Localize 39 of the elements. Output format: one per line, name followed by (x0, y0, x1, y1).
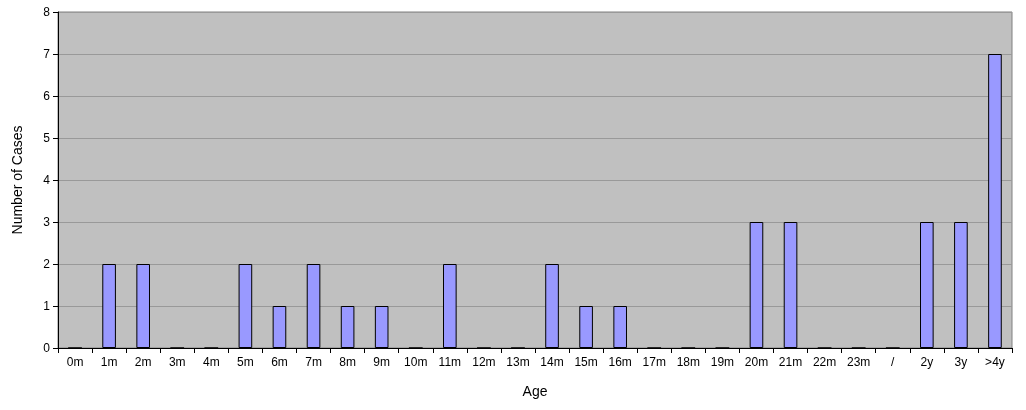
x-tick-label: 4m (202, 355, 220, 369)
x-tick-label: / (891, 355, 896, 369)
x-tick-label: 1m (100, 355, 118, 369)
y-axis-title: Number of Cases (9, 125, 25, 235)
x-tick-label: 12m (472, 355, 496, 369)
x-tick-label: 3y (954, 355, 968, 369)
x-axis-title: Age (522, 383, 548, 399)
x-tick-label: 9m (373, 355, 391, 369)
x-tick-label: 16m (608, 355, 632, 369)
x-tick-label: 5m (237, 355, 254, 369)
x-tick-label: 10m (404, 355, 428, 369)
y-tick-label: 2 (43, 257, 51, 271)
x-tick-label: 15m (574, 355, 598, 369)
y-tick-label: 1 (43, 299, 51, 313)
y-tick-label: 4 (43, 173, 51, 187)
y-tick-label: 0 (43, 341, 51, 355)
x-tick-label: 11m (438, 355, 462, 369)
x-tick-label: 22m (812, 355, 837, 369)
x-tick-label: 7m (305, 355, 322, 369)
x-tick-label: 18m (676, 355, 700, 369)
x-tick-label: 21m (778, 355, 803, 369)
x-tick-label: 8m (339, 355, 356, 369)
x-tick-label: 3m (168, 355, 186, 369)
x-tick-label: 17m (642, 355, 666, 369)
y-tick-label: 6 (43, 89, 51, 103)
x-tick-label: 20m (744, 355, 769, 369)
x-tick-label: 23m (847, 355, 871, 369)
x-tick-label: 13m (506, 355, 530, 369)
y-tick-label: 7 (43, 47, 51, 61)
y-tick-label: 8 (43, 5, 51, 19)
x-tick-label: 0m (66, 355, 84, 369)
x-tick-label: >4y (985, 355, 1005, 369)
x-tick-label: 6m (271, 355, 288, 369)
x-tick-label: 2y (920, 355, 934, 369)
y-tick-label: 3 (43, 215, 51, 229)
x-tick-label: 14m (540, 355, 564, 369)
x-tick-label: 2m (134, 355, 152, 369)
x-tick-label: 19m (710, 355, 735, 369)
y-tick-label: 5 (43, 131, 51, 145)
